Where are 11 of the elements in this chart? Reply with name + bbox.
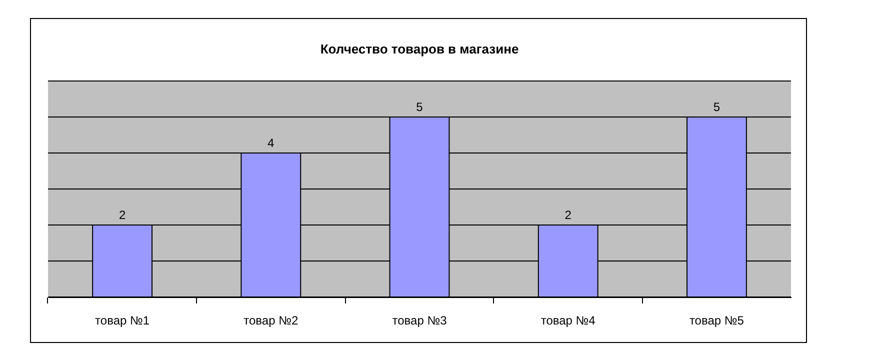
x-tick-label: товар №3 (392, 314, 448, 328)
data-label: 4 (268, 136, 275, 150)
data-label: 5 (713, 100, 720, 114)
x-tick-label: товар №4 (540, 314, 596, 328)
x-tick-label: товар №1 (95, 314, 150, 328)
data-label: 2 (118, 208, 126, 222)
data-label: 2 (564, 208, 572, 222)
chart-title: Колчество товаров в магазине (320, 42, 519, 56)
x-tick-label: товар №2 (244, 314, 298, 328)
data-label: 5 (416, 100, 424, 114)
x-tick-label: товар №5 (689, 314, 744, 328)
